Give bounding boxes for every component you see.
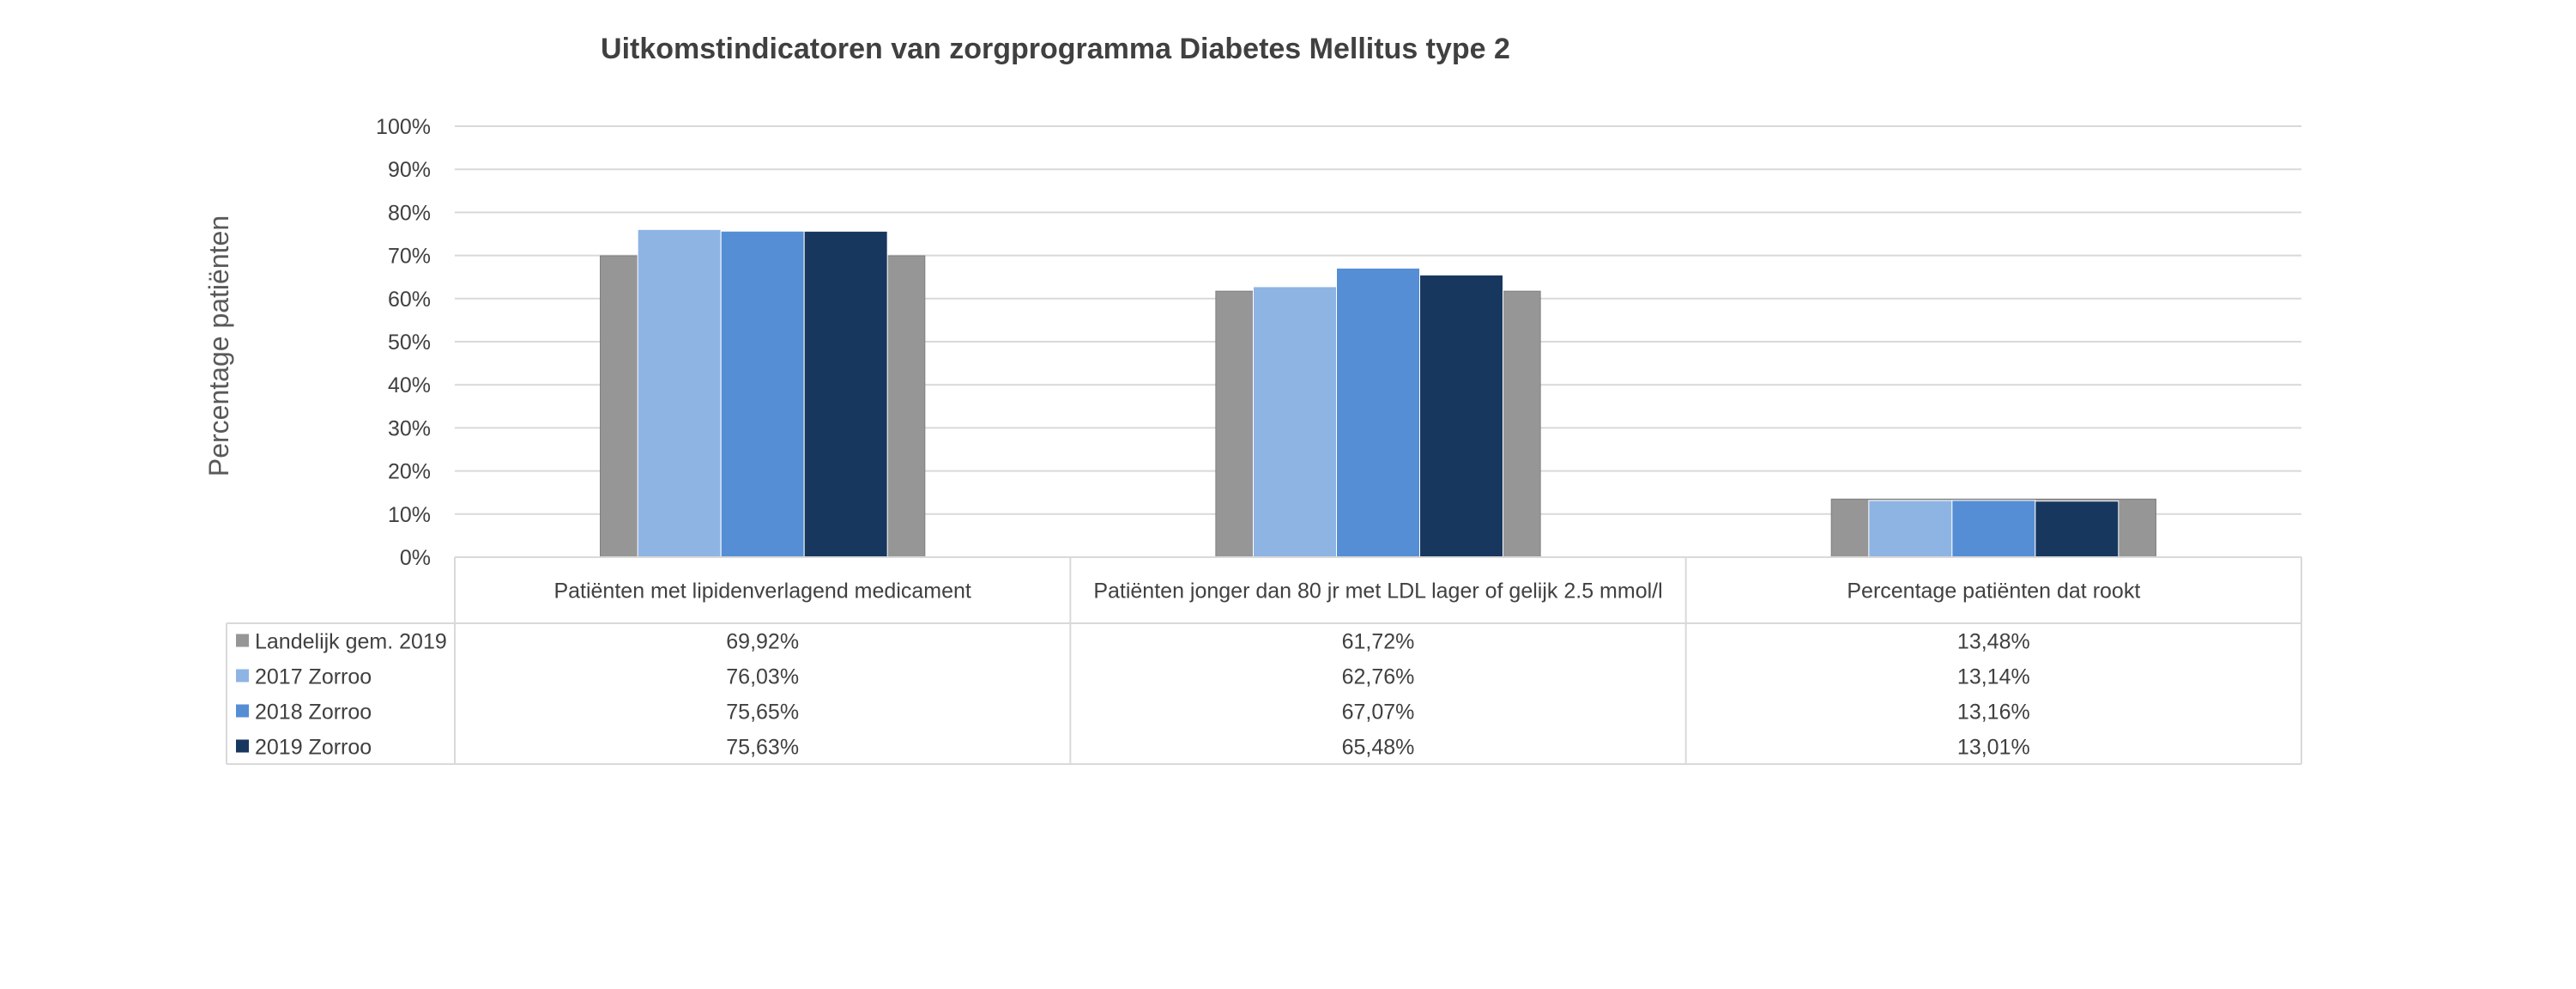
bar-2018-zorroo-3	[1951, 500, 2036, 558]
bar-2017-zorroo-1	[637, 228, 722, 558]
bar-2018-zorroo-1	[720, 230, 805, 558]
y-tick-label: 20%	[388, 460, 431, 484]
table-cell: 67,07%	[1342, 701, 1415, 725]
legend-swatch-2018-zorroo	[236, 704, 249, 718]
category-label: Percentage patiënten dat rookt	[1847, 579, 2140, 604]
table-cell: 75,63%	[726, 736, 799, 760]
table-cell: 75,65%	[726, 701, 799, 725]
category-label: Patiënten jonger dan 80 jr met LDL lager…	[1093, 579, 1662, 604]
y-tick-label: 50%	[388, 331, 431, 355]
legend-label-2019-zorroo: 2019 Zorroo	[255, 736, 372, 760]
y-tick-label: 40%	[388, 373, 431, 397]
legend-label-2017-zorroo: 2017 Zorroo	[255, 665, 372, 689]
legend-label-landelijk-gem-2019: Landelijk gem. 2019	[255, 630, 447, 654]
table-cell: 61,72%	[1342, 630, 1415, 654]
data-table: Patiënten met lipidenverlagend medicamen…	[226, 556, 2302, 765]
category-label: Patiënten met lipidenverlagend medicamen…	[553, 579, 971, 604]
bars	[600, 228, 2156, 558]
y-tick-label: 100%	[376, 115, 431, 139]
y-tick-label: 60%	[388, 288, 431, 312]
bar-2019-zorroo-2	[1419, 274, 1503, 558]
bar-2017-zorroo-2	[1253, 286, 1337, 558]
y-tick-label: 30%	[388, 416, 431, 440]
table-cell: 13,48%	[1957, 630, 2030, 654]
table-cell: 13,14%	[1957, 665, 2030, 689]
bar-2018-zorroo-2	[1336, 267, 1420, 558]
y-tick-label: 70%	[388, 245, 431, 269]
table-cell: 13,01%	[1957, 736, 2030, 760]
table-cell: 13,16%	[1957, 701, 2030, 725]
legend-label-2018-zorroo: 2018 Zorroo	[255, 701, 372, 725]
legend-swatch-landelijk-gem-2019	[236, 634, 249, 647]
table-cell: 69,92%	[726, 630, 799, 654]
legend-swatch-2019-zorroo	[236, 739, 249, 753]
bar-2019-zorroo-1	[803, 230, 888, 558]
table-cell: 65,48%	[1342, 736, 1415, 760]
y-axis-label: Percentage patiënten	[203, 215, 234, 476]
table-cell: 76,03%	[726, 665, 799, 689]
y-tick-label: 10%	[388, 503, 431, 527]
chart-title: Uitkomstindicatoren van zorgprogramma Di…	[601, 33, 1510, 65]
y-tick-label: 90%	[388, 158, 431, 182]
legend-swatch-2017-zorroo	[236, 669, 249, 683]
y-axis-ticks: 0% 10% 20% 30% 40% 50% 60% 70% 80% 90% 100%	[376, 115, 431, 570]
bar-2017-zorroo-3	[1868, 500, 1953, 558]
y-tick-label: 80%	[388, 201, 431, 225]
y-tick-label: 0%	[400, 546, 431, 570]
bar-2019-zorroo-3	[2035, 501, 2119, 558]
table-cell: 62,76%	[1342, 665, 1415, 689]
